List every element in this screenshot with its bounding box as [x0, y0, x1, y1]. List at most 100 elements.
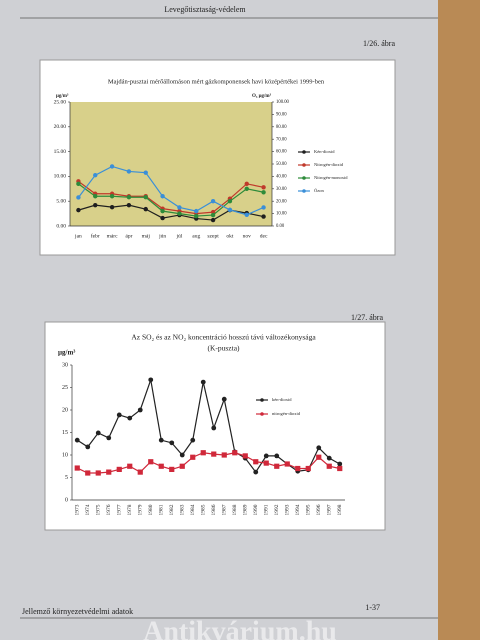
data-point — [200, 379, 206, 385]
data-point — [244, 186, 249, 191]
legend-marker — [302, 163, 306, 167]
x-tick-label: 1990 — [253, 504, 259, 515]
x-tick-label: febr — [91, 232, 100, 239]
data-point — [126, 169, 132, 174]
data-point — [169, 440, 175, 446]
data-point — [194, 213, 199, 219]
x-tick-label: 1988 — [232, 504, 238, 515]
x-tick-label: 1991 — [264, 504, 270, 515]
y-tick-label: 0 — [65, 497, 68, 503]
data-point — [76, 181, 81, 187]
y-tick-label: 10 — [62, 452, 68, 458]
y2-tick-label: 30.00 — [276, 187, 287, 192]
legend-marker — [302, 189, 306, 193]
data-point — [95, 430, 101, 436]
data-point — [221, 396, 227, 402]
x-tick-label: 1981 — [159, 504, 165, 515]
y-tick-label: 5.00 — [56, 198, 66, 204]
data-point — [109, 164, 115, 169]
x-tick-label: szept — [207, 233, 219, 239]
data-point — [85, 470, 91, 476]
data-point — [337, 461, 343, 467]
y2-tick-label: 70.00 — [276, 137, 287, 142]
x-tick-label: 1992 — [274, 504, 280, 515]
data-point — [211, 425, 217, 431]
data-point — [305, 465, 311, 472]
data-point — [263, 453, 269, 459]
y2-tick-label: 90.00 — [276, 112, 287, 117]
legend-marker — [260, 412, 264, 416]
legend-label: nitrogén-dioxid — [272, 411, 301, 416]
data-point — [274, 453, 280, 459]
data-point — [137, 407, 143, 413]
data-point — [261, 214, 266, 219]
table-edge — [438, 0, 480, 640]
x-tick-label: márc — [107, 233, 119, 239]
footer-text: Jellemző környezetvédelmi adatok — [22, 607, 133, 616]
data-point — [76, 207, 81, 213]
y-tick-label: 15 — [62, 430, 68, 436]
data-point — [274, 463, 280, 469]
header-title: Levegőtisztaság-védelem — [164, 5, 246, 14]
data-point — [200, 450, 206, 456]
x-tick-label: 1973 — [75, 504, 81, 515]
y2-tick-label: 60.00 — [276, 150, 287, 155]
data-point — [326, 463, 332, 469]
data-point — [93, 202, 98, 208]
data-point — [126, 195, 132, 200]
data-point — [337, 465, 343, 472]
x-tick-label: 1977 — [117, 504, 123, 515]
data-point — [74, 465, 80, 471]
data-point — [148, 459, 154, 465]
x-tick-label: 1979 — [138, 504, 144, 515]
legend-label: Nitrogén-monoxid — [314, 175, 348, 180]
y2-tick-label: 20.00 — [276, 199, 287, 204]
legend-marker — [302, 176, 306, 180]
data-point — [253, 459, 259, 465]
x-tick-label: 1982 — [169, 504, 175, 515]
y2-tick-label: 10.00 — [276, 212, 287, 217]
x-tick-label: 1986 — [211, 504, 217, 515]
y-tick-label: 25.00 — [54, 99, 67, 105]
legend-marker — [302, 150, 306, 154]
x-tick-label: máj — [142, 233, 151, 239]
x-tick-label: jún — [158, 233, 166, 239]
figure-label: 1/26. ábra — [363, 39, 395, 48]
x-tick-label: 1996 — [316, 504, 322, 515]
data-point — [190, 437, 196, 443]
y2-tick-label: 40.00 — [276, 174, 287, 179]
x-tick-label: 1994 — [295, 504, 301, 515]
y2-tick-label: 50.00 — [276, 162, 287, 167]
data-point — [143, 170, 148, 175]
y2-tick-label: 80.00 — [276, 125, 287, 130]
data-point — [295, 465, 301, 472]
data-point — [179, 463, 185, 469]
x-tick-label: 1974 — [85, 504, 91, 515]
y-axis-label: µg/m³ — [58, 349, 75, 357]
data-point — [160, 215, 165, 221]
y-tick-label: 25 — [62, 385, 68, 391]
x-tick-label: 1978 — [127, 504, 133, 515]
data-point — [127, 415, 133, 421]
data-point — [210, 199, 216, 204]
x-tick-label: okt — [226, 233, 234, 239]
data-point — [93, 172, 98, 178]
data-point — [242, 453, 248, 459]
data-point — [177, 205, 182, 210]
y2-tick-label: 0.00 — [276, 224, 285, 229]
x-tick-label: 1985 — [201, 504, 207, 515]
x-tick-label: jan — [74, 233, 82, 239]
data-point — [169, 466, 175, 472]
data-point — [93, 194, 98, 199]
chart-subtitle: (K-puszta) — [207, 344, 240, 353]
data-point — [76, 195, 81, 200]
data-point — [261, 190, 266, 195]
x-tick-label: 1983 — [180, 504, 186, 515]
data-point — [106, 469, 112, 475]
series-line — [78, 183, 264, 217]
charts: Majdán-pusztai mérőállomáson mért gázkom… — [54, 78, 349, 515]
y-tick-label: 20.00 — [54, 124, 67, 130]
y-tick-label: 0.00 — [56, 223, 66, 229]
data-point — [179, 452, 185, 458]
data-point — [210, 217, 216, 223]
